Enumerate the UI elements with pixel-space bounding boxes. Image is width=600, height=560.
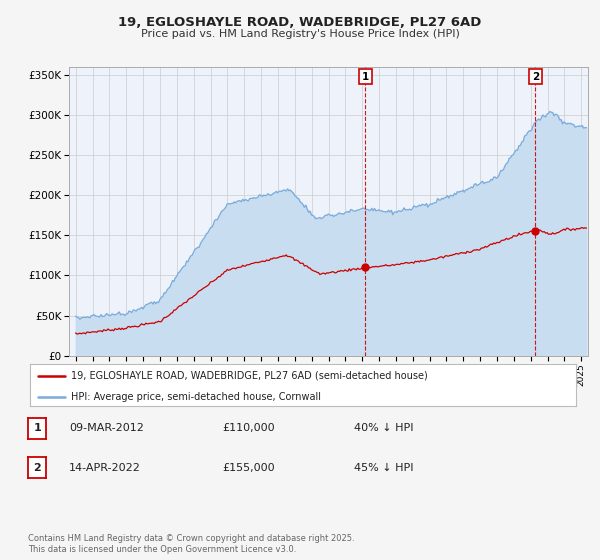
Text: 14-APR-2022: 14-APR-2022	[69, 463, 141, 473]
Text: Contains HM Land Registry data © Crown copyright and database right 2025.
This d: Contains HM Land Registry data © Crown c…	[28, 534, 355, 554]
Text: HPI: Average price, semi-detached house, Cornwall: HPI: Average price, semi-detached house,…	[71, 392, 321, 402]
Text: 1: 1	[362, 72, 369, 82]
Text: 45% ↓ HPI: 45% ↓ HPI	[354, 463, 413, 473]
Text: 19, EGLOSHAYLE ROAD, WADEBRIDGE, PL27 6AD: 19, EGLOSHAYLE ROAD, WADEBRIDGE, PL27 6A…	[118, 16, 482, 29]
Text: 2: 2	[532, 72, 539, 82]
Text: Price paid vs. HM Land Registry's House Price Index (HPI): Price paid vs. HM Land Registry's House …	[140, 29, 460, 39]
Text: 09-MAR-2012: 09-MAR-2012	[69, 423, 144, 433]
Text: 19, EGLOSHAYLE ROAD, WADEBRIDGE, PL27 6AD (semi-detached house): 19, EGLOSHAYLE ROAD, WADEBRIDGE, PL27 6A…	[71, 371, 428, 381]
Text: £155,000: £155,000	[222, 463, 275, 473]
Text: £110,000: £110,000	[222, 423, 275, 433]
Text: 40% ↓ HPI: 40% ↓ HPI	[354, 423, 413, 433]
Text: 1: 1	[34, 423, 41, 433]
Text: 2: 2	[34, 463, 41, 473]
